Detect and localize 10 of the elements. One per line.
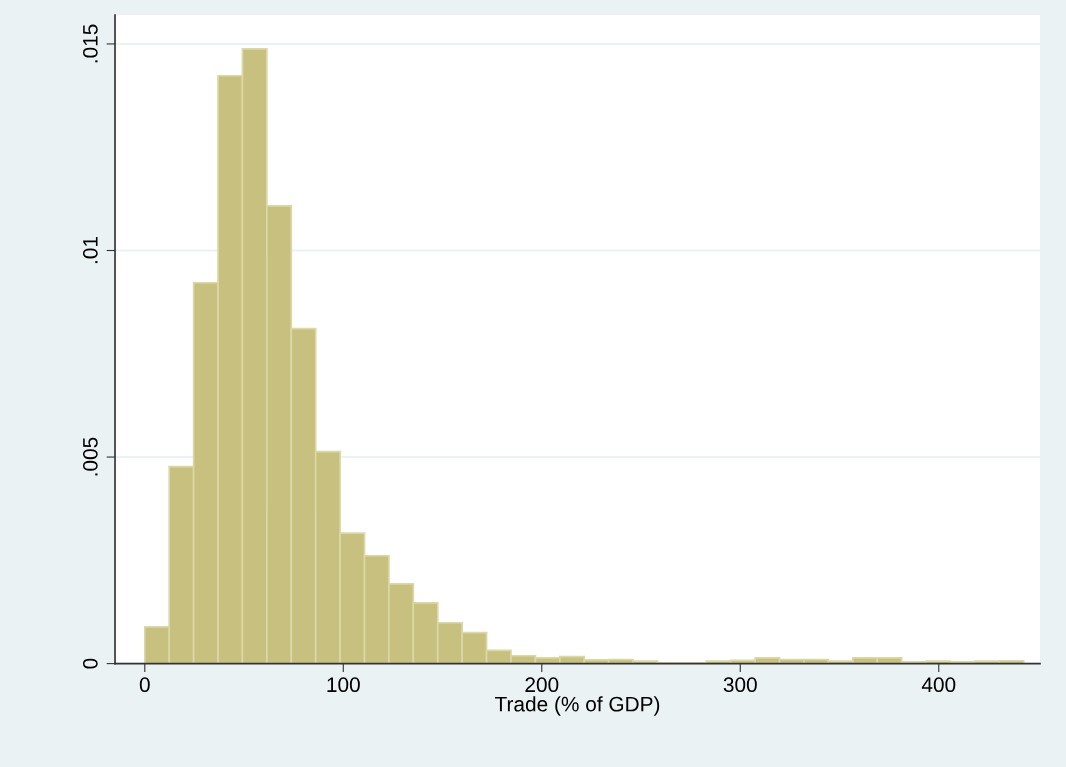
y-tick-label: .015 — [82, 24, 98, 63]
y-tick-label: .005 — [82, 437, 98, 476]
x-axis-title: Trade (% of GDP) — [495, 696, 660, 716]
x-tick-label: 400 — [921, 677, 956, 693]
x-tick-label: 200 — [525, 677, 559, 693]
x-tick-label: 100 — [327, 677, 360, 693]
y-tick-label: 0 — [82, 658, 98, 669]
x-tick-label: 0 — [139, 677, 150, 693]
y-tick-label: .01 — [82, 237, 98, 264]
x-tick-label: 300 — [723, 677, 757, 693]
